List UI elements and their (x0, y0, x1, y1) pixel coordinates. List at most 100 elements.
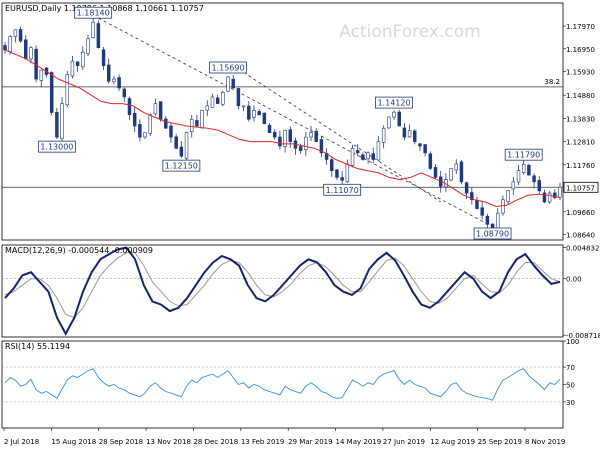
candle (298, 146, 303, 151)
candle (101, 49, 106, 66)
x-tick-label: 14 May 2019 (336, 438, 382, 446)
candle (60, 103, 64, 139)
x-tick-label: 29 Mar 2019 (288, 438, 332, 446)
candle (226, 76, 230, 92)
candle (75, 61, 80, 66)
candle (433, 167, 438, 178)
price-annotation-label: 1.11070 (326, 186, 359, 195)
candle (29, 47, 33, 60)
candle (506, 190, 510, 202)
rsi-y-tick-label: 30 (566, 399, 575, 407)
price-annotation-box (74, 6, 113, 19)
candle (413, 130, 417, 142)
macd-frame (1, 244, 564, 338)
candle (330, 159, 334, 171)
rsi-y-tick-label: 100 (566, 338, 579, 346)
candle (454, 163, 458, 171)
candle (304, 136, 308, 150)
candle (91, 21, 95, 38)
candle (402, 127, 407, 138)
candle (423, 144, 427, 154)
candle (117, 77, 121, 89)
candle (547, 192, 552, 203)
candle (252, 110, 256, 118)
watermark: ActionForex.com (339, 22, 480, 42)
price-y-tick-label: 1.14880 (566, 92, 595, 100)
candle (24, 39, 28, 60)
price-y-tick-label: 1.09660 (566, 209, 595, 217)
candle (158, 101, 163, 120)
x-tick-label: 28 Dec 2018 (193, 438, 238, 446)
price-annotation-box (473, 227, 512, 240)
price-y-tick-label: 1.15930 (566, 69, 595, 77)
candle (231, 78, 235, 89)
x-axis: 2 Jul 2018 15 Aug 2018 28 Sep 2018 13 Nov 2… (3, 428, 565, 446)
candle (200, 110, 204, 129)
macd-line (4, 246, 561, 336)
candle (340, 177, 344, 181)
price-annotation-label: 1.13000 (40, 143, 73, 152)
price-annotation-box (504, 148, 543, 161)
x-tick-label: 8 Nov 2019 (525, 438, 565, 446)
candle (475, 200, 479, 209)
price-annotation-box (323, 183, 362, 196)
candle (70, 60, 75, 77)
candle (153, 103, 158, 115)
macd-signal-line (4, 252, 561, 319)
candle (449, 168, 453, 181)
candle (205, 105, 210, 111)
candle (3, 45, 7, 51)
price-y-tick-label: 1.13830 (566, 116, 595, 124)
rsi-y-tick-label: 70 (566, 364, 575, 372)
price-panel: 38.2 1.18140 1.13000 1.15690 1.12150 1.14120 1… (2, 6, 599, 240)
rsi-line (4, 368, 561, 401)
candle (527, 165, 531, 176)
candle (184, 132, 189, 159)
price-y-tick-label: 1.11760 (566, 162, 595, 170)
price-frame (1, 2, 564, 241)
candle (132, 112, 137, 127)
candle (179, 146, 184, 157)
candle (107, 64, 111, 82)
candle (511, 181, 516, 190)
price-annotation-label: 1.14120 (377, 99, 410, 108)
rsi-panel: 100 70 50 30 (2, 338, 579, 407)
candle (387, 116, 391, 129)
candle (480, 207, 484, 216)
candle (195, 120, 199, 127)
candle (143, 132, 147, 138)
candle (309, 132, 313, 138)
candle (49, 72, 54, 113)
candle (96, 23, 101, 49)
candle (392, 111, 396, 118)
candle (485, 215, 490, 225)
candle (288, 129, 293, 142)
candle (247, 105, 251, 120)
candle (215, 97, 220, 104)
candle (257, 111, 261, 116)
macd-panel: 0.004832 0.00 -0.008718 (2, 244, 600, 340)
candle (496, 212, 500, 231)
candle (81, 51, 85, 68)
candle (65, 74, 69, 106)
price-annotation-label: 1.18140 (77, 9, 110, 18)
candle (361, 154, 365, 160)
x-tick-label: 2 Jul 2018 (4, 438, 39, 446)
price-y-tick-label: 1.17970 (566, 23, 595, 31)
candle (39, 69, 44, 81)
candle (355, 150, 360, 154)
candle (418, 143, 422, 147)
macd-y-tick-label: -0.008718 (566, 332, 600, 340)
x-tick-label: 12 Aug 2019 (430, 438, 475, 446)
fib-level-label: 38.2 (544, 78, 560, 86)
candle (86, 38, 90, 54)
price-annotation-label: 1.15690 (211, 64, 244, 73)
candle (190, 118, 194, 133)
candle (164, 118, 168, 129)
candle (537, 180, 541, 192)
candle (459, 161, 464, 183)
candle (335, 169, 339, 178)
price-annotation-box (375, 96, 413, 109)
candle (122, 88, 127, 98)
macd-y-tick-label: 0.004832 (566, 244, 599, 252)
